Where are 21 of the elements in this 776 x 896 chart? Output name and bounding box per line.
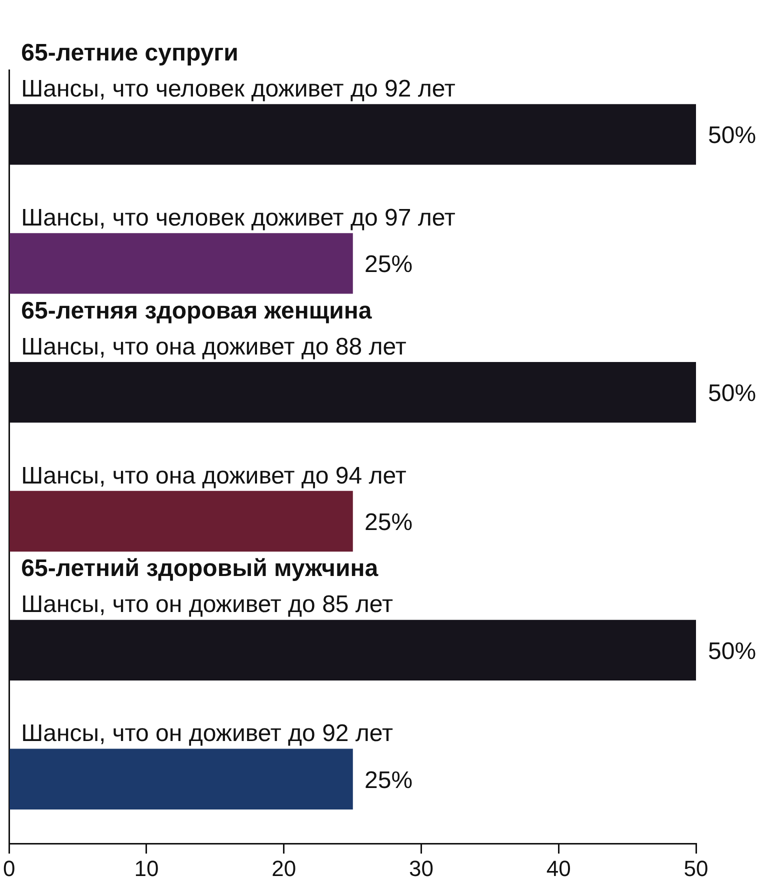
x-tick-label: 50 <box>684 856 708 881</box>
y-tick-label: Шансы, что она доживет до 88 лет <box>21 333 406 360</box>
x-tick-label: 10 <box>134 856 159 881</box>
annotation: 65-летняя здоровая женщина <box>21 297 372 324</box>
annotation: 65-летний здоровый мужчина <box>21 555 379 582</box>
data-label: 50% <box>708 380 756 407</box>
data-label: 25% <box>364 766 413 794</box>
x-tick-label: 30 <box>409 856 434 881</box>
text: 65-летние супруги <box>21 39 238 66</box>
y-tick-label: Шансы, что человек доживет до 92 лет <box>21 75 456 102</box>
data-label: 50% <box>708 638 756 665</box>
y-tick-label: Шансы, что он доживет до 92 лет <box>21 720 393 748</box>
x-tick-label: 0 <box>2 856 16 881</box>
data-label: 50% <box>708 122 756 150</box>
y-tick-label: Шансы, что он доживет до 85 лет <box>21 591 393 618</box>
data-label: 25% <box>364 508 413 536</box>
data-label: 25% <box>364 251 413 278</box>
x-tick-label: 40 <box>546 856 571 881</box>
x-tick-label: 20 <box>272 856 296 881</box>
y-tick-label: Шансы, что она доживет до 94 лет <box>21 462 406 490</box>
y-tick-label: Шансы, что человек доживет до 97 лет <box>21 204 456 232</box>
